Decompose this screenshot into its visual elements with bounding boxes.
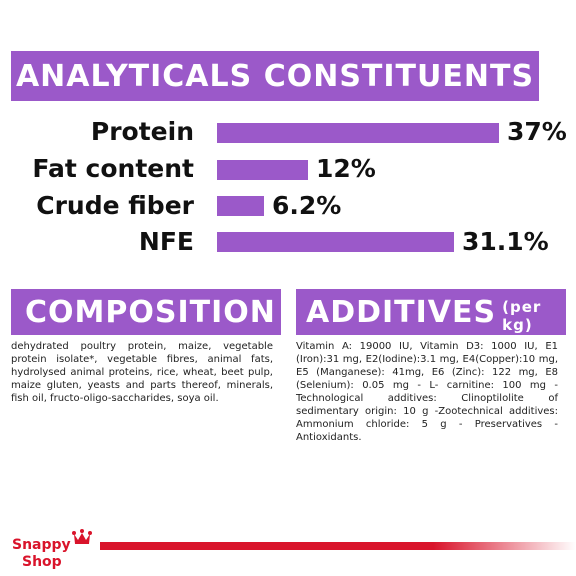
footer-red-line (100, 542, 576, 550)
metric-bar-protein (217, 123, 499, 143)
metric-value-fiber: 6.2% (272, 191, 342, 220)
additives-banner: ADDITIVES (per kg) (296, 289, 566, 335)
logo-line-2: Shop (22, 554, 62, 570)
analytical-constituents-banner: ANALYTICALS CONSTITUENTS (11, 51, 539, 101)
additives-text: Vitamin A: 19000 IU, Vitamin D3: 1000 IU… (296, 341, 558, 443)
metric-label-fat: Fat content (32, 154, 194, 183)
metric-bar-fiber (217, 196, 264, 216)
metric-label-fiber: Crude fiber (36, 191, 194, 220)
metric-value-protein: 37% (507, 117, 567, 146)
metric-label-protein: Protein (90, 117, 194, 146)
additives-heading-unit: (per kg) (502, 298, 542, 334)
additives-heading: ADDITIVES (306, 294, 497, 330)
metric-bar-nfe (217, 232, 454, 252)
metric-value-fat: 12% (316, 154, 376, 183)
composition-text: dehydrated poultry protein, maize, veget… (11, 341, 273, 404)
metric-bar-fat (217, 160, 308, 180)
snappy-shop-logo: Snappy Shop (12, 529, 92, 570)
metric-label-nfe: NFE (138, 227, 194, 256)
metric-value-nfe: 31.1% (462, 227, 549, 256)
logo-line-1: Snappy (12, 537, 71, 553)
composition-banner: COMPOSITION (11, 289, 281, 335)
